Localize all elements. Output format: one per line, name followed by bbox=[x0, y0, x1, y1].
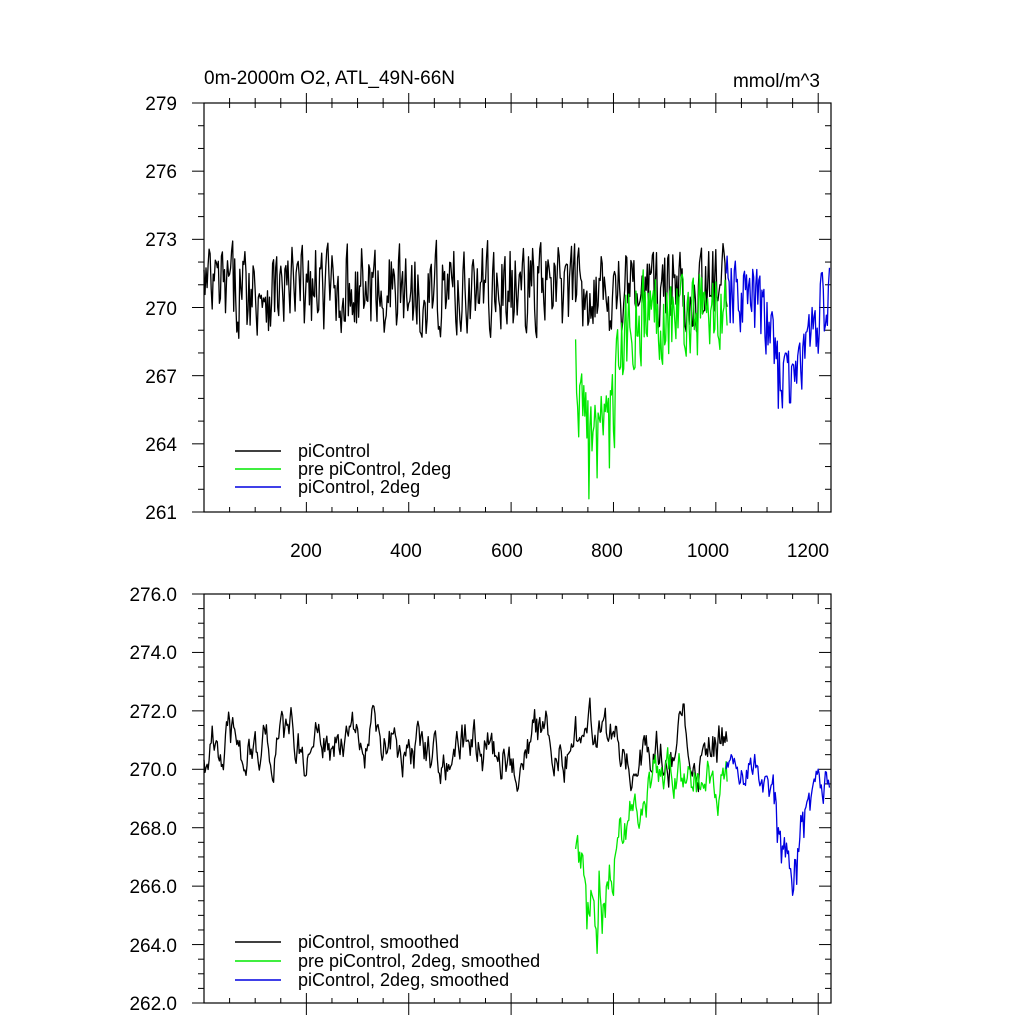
top-legend: piControl pre piControl, 2deg piControl,… bbox=[235, 441, 451, 497]
legend-label: pre piControl, 2deg, smoothed bbox=[298, 951, 540, 971]
legend-label: pre piControl, 2deg bbox=[298, 459, 451, 479]
bottom-y-tick-label: 272.0 bbox=[129, 702, 177, 723]
legend-label: piControl, 2deg, smoothed bbox=[298, 970, 509, 990]
bottom-y-tick-label: 264.0 bbox=[129, 936, 177, 957]
top-x-tick-label: 800 bbox=[591, 541, 623, 562]
legend-label: piControl bbox=[298, 441, 370, 461]
top-y-tick-label: 270 bbox=[145, 299, 177, 320]
bottom-y-tick-label: 270.0 bbox=[129, 760, 177, 781]
bottom-axis-ticks bbox=[192, 593, 831, 1015]
top-y-tick-label: 267 bbox=[145, 367, 177, 388]
bottom-y-tick-label: 274.0 bbox=[129, 643, 177, 664]
top-x-tick-labels: 200 400 600 800 1000 1200 bbox=[290, 541, 829, 562]
bottom-y-tick-label: 266.0 bbox=[129, 877, 177, 898]
top-y-tick-label: 276 bbox=[145, 162, 177, 183]
top-y-tick-label: 261 bbox=[145, 503, 177, 524]
top-x-tick-label: 1200 bbox=[787, 541, 829, 562]
bottom-y-tick-labels: 262.0 264.0 266.0 268.0 270.0 272.0 274.… bbox=[129, 585, 177, 1015]
legend-label: piControl, smoothed bbox=[298, 932, 459, 952]
top-series-lines bbox=[203, 239, 831, 500]
legend-label: piControl, 2deg bbox=[298, 477, 420, 497]
top-axis-ticks bbox=[192, 93, 831, 513]
top-x-tick-label: 1000 bbox=[687, 541, 729, 562]
bottom-y-tick-label: 276.0 bbox=[129, 585, 177, 606]
series-line-picontrol-2deg bbox=[725, 255, 831, 409]
series-line-picontrol bbox=[203, 239, 728, 339]
top-y-tick-label: 273 bbox=[145, 230, 177, 251]
bottom-legend: piControl, smoothed pre piControl, 2deg,… bbox=[235, 932, 540, 990]
series-line-pre-picontrol-2deg-smoothed bbox=[574, 747, 728, 954]
bottom-y-tick-label: 268.0 bbox=[129, 819, 177, 840]
top-x-tick-label: 400 bbox=[390, 541, 422, 562]
top-x-tick-label: 600 bbox=[491, 541, 523, 562]
units-label: mmol/m^3 bbox=[733, 71, 820, 92]
top-y-tick-label: 264 bbox=[145, 435, 177, 456]
top-y-tick-label: 279 bbox=[145, 94, 177, 115]
series-line-picontrol-smoothed bbox=[203, 697, 728, 793]
chart-title: 0m-2000m O2, ATL_49N-66N bbox=[204, 68, 455, 89]
top-y-tick-labels: 261 264 267 270 273 276 279 bbox=[145, 94, 177, 524]
series-line-pre-picontrol-2deg bbox=[574, 269, 728, 500]
top-x-tick-label: 200 bbox=[290, 541, 322, 562]
bottom-series-lines bbox=[203, 697, 831, 954]
bottom-y-tick-label: 262.0 bbox=[129, 994, 177, 1015]
series-line-picontrol-2deg-smoothed bbox=[725, 753, 831, 896]
